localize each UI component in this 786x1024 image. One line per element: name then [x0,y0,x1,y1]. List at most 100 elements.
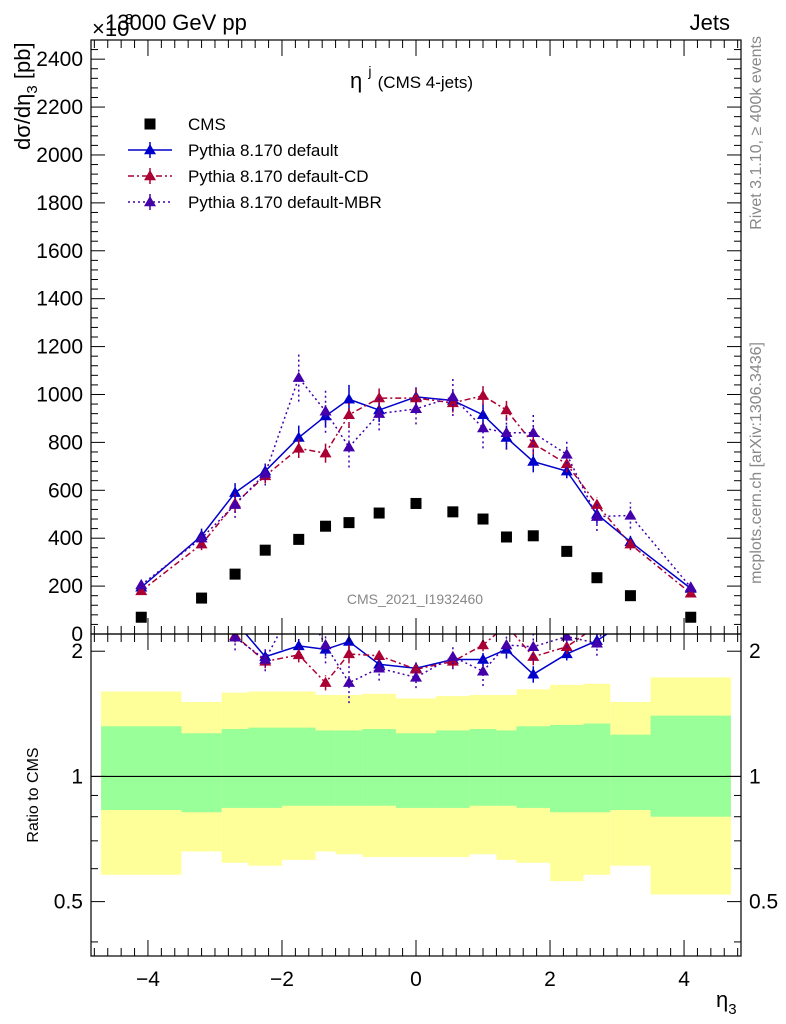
main-y-axis-label-part3: [pb] [10,42,35,85]
ratio-band-inner-bin [650,715,731,817]
rivet-version-label: Rivet 3.1.10, ≥ 400k events [748,36,765,230]
main-y-tick-label: 1400 [36,288,83,311]
ratio-mbr-marker [446,650,459,661]
main-mbr-marker [229,498,242,509]
ratio-uncertainty-bands [91,677,741,895]
main-default-marker [292,431,305,442]
ratio-cd-marker [196,605,208,615]
ratio-mbr-marker [373,662,386,673]
ratio-mbr-marker [342,676,355,687]
cms-data-marker [447,506,459,518]
main-y-tick-label: 2000 [36,144,83,167]
ratio-mbr-marker [477,665,490,676]
main-mbr-marker [446,390,459,402]
main-cd-marker [624,538,637,549]
cms-data-marker [527,530,539,542]
cms-data-marker [259,544,271,556]
ratio-y-tick-label-right: 0.5 [749,891,778,914]
cms-data-marker [196,592,208,604]
ratio-mbr-marker [500,639,513,650]
main-mbr-marker [624,509,637,520]
ratio-mbr-marker [293,590,305,600]
cms-data-marker [685,611,697,623]
x-axis-label-sub: 3 [728,1001,736,1018]
x-axis-label-main: η [716,987,728,1012]
main-cd-marker [446,396,459,408]
main-mbr-marker [342,441,355,452]
ratio-mbr-marker [229,634,242,642]
main-mbr-marker [477,422,490,433]
ratio-cd-marker [373,649,386,660]
ratio-band-inner-bin [335,730,363,806]
main-mbr-marker [527,426,540,438]
ratio-cd-marker [591,620,603,630]
ratio-cd-marker [292,648,305,660]
main-mbr-marker [684,581,697,592]
legend-label-default: Pythia 8.170 default [188,141,339,160]
main-title-sup: j [367,63,371,79]
main-cd-marker [590,498,603,509]
ratio-series-layer [135,590,636,704]
cms-data-marker [320,520,332,532]
x-tick-label: 0 [410,968,422,991]
main-title-main: η [350,68,362,93]
ratio-cd-marker [319,676,332,687]
ratio-y-tick-label-right: 2 [749,640,761,663]
axes-layer: 0200400600800100012001400160018002000220… [36,39,778,991]
ratio-mbr-marker [319,639,332,650]
mcplots-reference-label: mcplots.cern.ch [arXiv:1306.3436] [748,342,765,584]
x-tick-label: 2 [544,968,556,991]
main-cd-marker [527,437,540,448]
legend-default-marker [144,144,156,155]
main-cd-line [140,394,692,594]
cms-data-marker [410,497,422,509]
ratio-default-marker [527,668,540,679]
ratio-cd-marker [477,639,490,650]
ratio-cd-marker [410,663,422,674]
main-y-tick-label: 400 [48,527,83,550]
main-y-axis-label: dσ/dη3 [pb] [10,42,41,150]
main-mbr-marker [135,578,148,590]
main-default-marker [527,455,540,466]
ratio-default-marker [477,653,490,664]
ratio-cd-marker [500,619,512,629]
ratio-mbr-marker [259,653,272,664]
ratio-y-tick-label: 1 [71,765,83,788]
main-cd-marker [342,408,355,420]
ratio-mbr-marker [410,671,422,682]
main-y-axis-label-sub: 3 [24,85,41,93]
main-mbr-marker [500,426,513,438]
main-y-tick-label: 1200 [36,336,83,359]
legend-cms-marker [144,118,156,130]
main-cd-marker [292,442,305,453]
main-y-tick-label: 600 [48,479,83,502]
main-mbr-marker [292,371,305,382]
main-mbr-marker [590,510,603,521]
ratio-cd-line [231,634,587,684]
main-mbr-marker [410,402,422,414]
ratio-mbr-marker [560,634,573,641]
header-left-label: 13000 GeV pp [105,10,247,35]
ratio-band-inner-bin [610,734,651,811]
ratio-default-marker [624,612,636,622]
x-axis-label: η3 [716,987,737,1018]
legend: CMS Pythia 8.170 default Pythia 8.170 defa… [128,115,382,212]
cms-data-marker [229,568,241,580]
ratio-mbr-marker [527,640,540,651]
ratio-cd-marker [624,617,636,627]
ratio-cd-marker [135,600,147,610]
main-default-marker [477,408,490,420]
ratio-default-marker [229,615,241,625]
legend-label-cd: Pythia 8.170 default-CD [188,167,369,186]
main-mbr-marker [319,405,332,416]
ratio-band-inner-bin [315,730,336,806]
main-default-marker [342,393,355,404]
cms-data-marker [500,531,512,543]
ratio-default-marker [292,639,305,651]
ratio-band-inner-bin [281,727,316,806]
main-cd-marker [477,389,490,400]
ratio-y-tick-label: 0.5 [54,891,83,914]
ratio-y-tick-label-right: 1 [749,765,761,788]
ratio-band-inner-bin [516,726,551,808]
ratio-band-inner-bin [362,729,396,806]
